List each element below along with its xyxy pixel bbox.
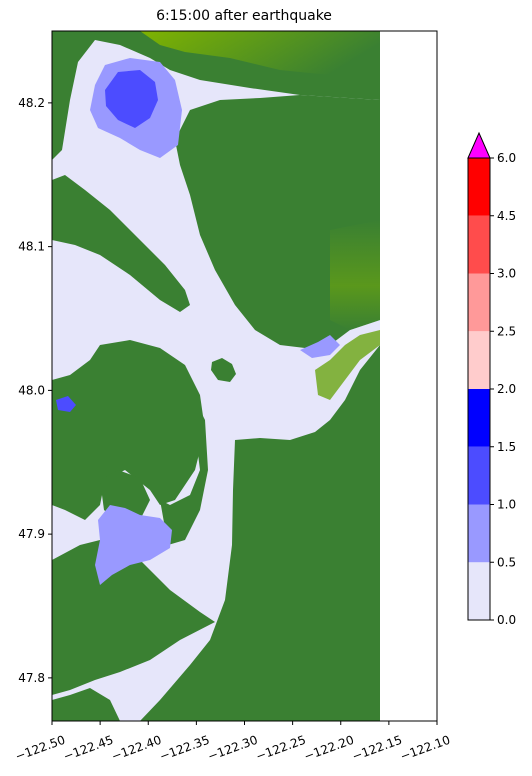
y-tick-label: 47.9 <box>18 527 45 541</box>
colorbar-tick-label: 3.0 <box>497 267 516 281</box>
colorbar-bin <box>468 562 490 620</box>
y-tick-label: 48.1 <box>18 240 45 254</box>
x-tick-label: −122.40 <box>110 733 164 764</box>
x-tick-label: −122.35 <box>158 733 212 764</box>
chart-title: 6:15:00 after earthquake <box>156 8 332 24</box>
colorbar-bin <box>468 389 490 447</box>
x-axis: −122.50−122.45−122.40−122.35−122.30−122.… <box>13 721 452 764</box>
colorbar-tick-label: 2.0 <box>497 382 516 396</box>
inundation-east-patch <box>300 335 340 358</box>
land-west-middle <box>52 340 205 520</box>
colorbar-tick-label: 1.0 <box>497 498 516 512</box>
land-north-highlands <box>140 31 380 75</box>
colorbar-extend-arrow <box>467 131 491 159</box>
land-east-coast-fringe <box>315 330 380 400</box>
colorbar-tick-label: 4.5 <box>497 209 516 223</box>
x-tick-label: −122.45 <box>61 733 115 764</box>
colorbar-tick-label: 2.5 <box>497 324 516 338</box>
land-islet <box>211 358 236 382</box>
land-southwest-bottom <box>52 688 120 721</box>
x-tick-label: −122.25 <box>254 733 308 764</box>
land-west-peninsula-north <box>52 175 190 312</box>
colorbar-bin <box>468 504 490 563</box>
y-tick-label: 48.0 <box>18 383 45 397</box>
land-east-north <box>175 95 380 348</box>
colorbar-bin <box>468 158 490 216</box>
inundation-west-spot <box>56 396 76 412</box>
colorbar-bin <box>468 446 490 505</box>
x-tick-label: −122.10 <box>398 733 452 764</box>
colorbar-tick-label: 6.0 <box>497 151 516 165</box>
colorbar-tick-label: 1.5 <box>497 440 516 454</box>
land-southwest-corner <box>52 645 68 682</box>
x-tick-label: −122.20 <box>302 733 356 764</box>
colorbar: 0.0 0.5 1.0 1.5 2.0 2.5 3.0 4.5 6.0 <box>467 131 516 627</box>
y-tick-label: 47.8 <box>18 671 45 685</box>
colorbar-bin <box>468 331 490 389</box>
y-tick-label: 48.2 <box>18 96 45 110</box>
y-axis: 47.8 47.9 48.0 48.1 48.2 <box>18 96 52 685</box>
map-area <box>52 31 437 721</box>
land-west-east-finger <box>160 380 208 545</box>
inundation-south-patch <box>95 505 172 585</box>
land-southwest <box>52 540 215 695</box>
x-tick-label: −122.30 <box>206 733 260 764</box>
colorbar-tick-label: 0.0 <box>497 613 516 627</box>
x-tick-label: −122.15 <box>350 733 404 764</box>
land-east-north-gradient <box>330 220 380 330</box>
colorbar-bin <box>468 273 490 332</box>
land-east-south <box>140 345 380 721</box>
colorbar-bin <box>468 215 490 274</box>
x-tick-label: −122.50 <box>13 733 67 764</box>
inundation-north-medium <box>105 70 158 128</box>
colorbar-tick-label: 0.5 <box>497 555 516 569</box>
